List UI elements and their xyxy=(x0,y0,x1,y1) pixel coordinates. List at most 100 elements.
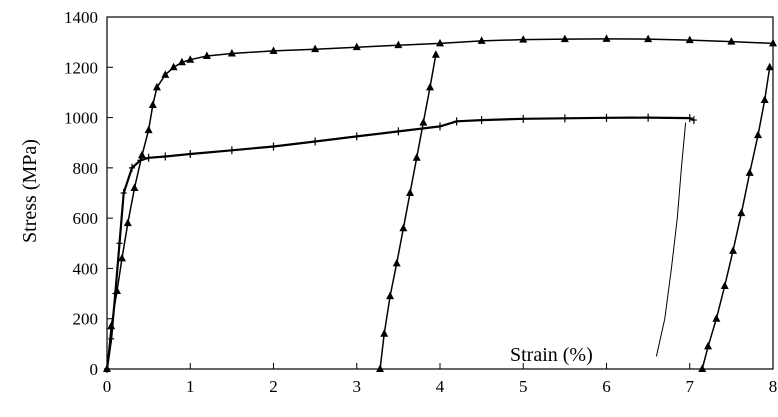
data-point xyxy=(112,289,119,298)
data-point xyxy=(392,258,401,267)
data-point xyxy=(137,156,144,165)
y-tick-label: 0 xyxy=(90,360,99,379)
x-tick-label: 0 xyxy=(103,377,112,396)
y-tick-label: 1000 xyxy=(64,109,98,128)
data-point xyxy=(128,163,135,172)
data-point xyxy=(162,152,169,161)
data-point xyxy=(112,286,121,295)
series-2 xyxy=(655,122,687,357)
data-point xyxy=(729,246,738,254)
data-point xyxy=(148,100,157,108)
data-point xyxy=(270,142,277,151)
data-point xyxy=(645,113,652,122)
x-tick-label: 2 xyxy=(269,377,278,396)
y-axis-ticks: 0 200 400 600 800 1000 1200 1400 xyxy=(64,8,113,379)
data-point xyxy=(431,50,440,58)
data-point xyxy=(737,208,746,217)
x-axis-ticks: 0 1 2 3 4 5 6 7 8 xyxy=(103,363,778,396)
data-point xyxy=(120,189,127,197)
data-point xyxy=(202,51,211,59)
x-tick-label: 5 xyxy=(519,377,528,396)
y-tick-label: 200 xyxy=(73,310,99,329)
data-point xyxy=(108,334,115,343)
plot-area xyxy=(106,16,774,370)
data-point xyxy=(745,168,754,176)
data-point xyxy=(520,114,527,123)
data-point xyxy=(137,150,146,159)
data-point xyxy=(376,364,385,372)
data-point xyxy=(765,62,774,71)
data-point xyxy=(380,329,389,337)
data-point xyxy=(145,153,152,162)
y-tick-label: 800 xyxy=(73,159,99,178)
data-point xyxy=(754,130,763,139)
data-point xyxy=(712,314,721,322)
data-point xyxy=(704,341,713,350)
data-point xyxy=(144,125,153,134)
data-point xyxy=(519,35,528,43)
data-point xyxy=(698,364,707,372)
data-point xyxy=(436,38,444,47)
data-point xyxy=(760,95,769,103)
y-tick-label: 600 xyxy=(73,209,99,228)
data-point xyxy=(720,281,729,290)
series-1 xyxy=(104,113,697,373)
data-point xyxy=(177,57,186,66)
data-point xyxy=(186,55,195,63)
data-point xyxy=(386,291,395,300)
data-series xyxy=(103,34,777,373)
data-point xyxy=(130,183,139,191)
data-point xyxy=(104,365,110,373)
data-point xyxy=(478,116,485,125)
data-point xyxy=(187,150,194,159)
data-point xyxy=(426,82,435,91)
data-point xyxy=(353,132,360,141)
x-tick-label: 1 xyxy=(186,377,195,396)
series-trace xyxy=(106,38,774,370)
data-point xyxy=(561,114,568,123)
data-point xyxy=(395,127,402,136)
data-point xyxy=(603,113,610,122)
series-0 xyxy=(103,34,777,372)
data-point xyxy=(228,146,235,155)
data-point xyxy=(116,239,123,248)
data-point xyxy=(560,34,569,43)
data-point xyxy=(690,116,697,125)
y-tick-label: 1400 xyxy=(64,8,98,27)
x-tick-label: 8 xyxy=(769,377,778,396)
data-point xyxy=(419,118,428,126)
x-tick-label: 7 xyxy=(686,377,695,396)
data-point xyxy=(685,35,694,44)
data-point xyxy=(394,40,403,49)
y-tick-label: 400 xyxy=(73,259,99,278)
data-point xyxy=(686,114,693,123)
data-point xyxy=(477,36,486,44)
data-point xyxy=(769,38,777,47)
data-point xyxy=(269,46,278,54)
data-point xyxy=(123,218,132,227)
x-tick-label: 4 xyxy=(436,377,445,396)
data-point xyxy=(406,188,415,196)
data-point xyxy=(412,153,421,161)
series-trace xyxy=(105,116,695,370)
data-point xyxy=(161,70,170,78)
y-axis-label: Stress (MPa) xyxy=(19,139,41,243)
y-tick-label: 1200 xyxy=(64,58,98,77)
series-line xyxy=(655,122,687,357)
x-tick-label: 6 xyxy=(602,377,611,396)
data-point xyxy=(311,44,320,53)
data-point xyxy=(117,253,126,262)
data-point xyxy=(727,37,736,45)
data-point xyxy=(399,223,408,232)
data-point xyxy=(602,34,611,42)
x-tick-label: 3 xyxy=(353,377,362,396)
data-point xyxy=(644,34,653,43)
data-point xyxy=(437,122,443,131)
data-point xyxy=(227,48,236,57)
data-point xyxy=(312,137,319,146)
data-point xyxy=(169,62,178,71)
data-point xyxy=(152,82,161,91)
data-point xyxy=(352,42,361,51)
data-point xyxy=(453,117,460,126)
